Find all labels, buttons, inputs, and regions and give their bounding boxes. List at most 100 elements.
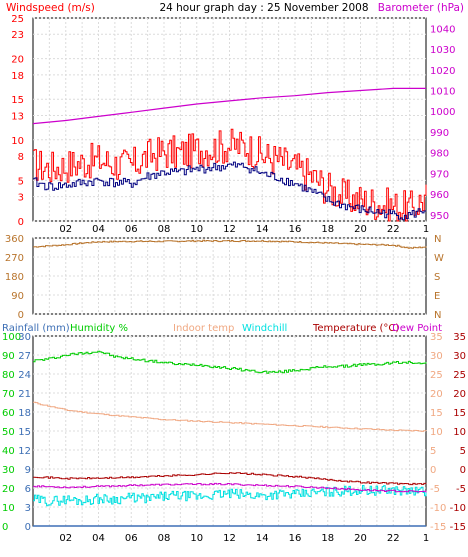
series-windchill xyxy=(33,485,427,507)
series-barometer xyxy=(32,87,426,125)
tick-label-humidity: 30 xyxy=(2,465,15,476)
series-dew-point xyxy=(33,482,427,493)
legend-indoor-temp: Indoor temp xyxy=(173,323,234,334)
tick-label-temperature: 5 xyxy=(460,446,466,457)
series-wind-average xyxy=(33,161,427,221)
tick-label-hour-p1: 14 xyxy=(256,224,269,235)
tick-label-indoor-temp: 10 xyxy=(430,427,443,438)
tick-label-humidity: 0 xyxy=(2,522,8,533)
tick-label-direction-degrees: 360 xyxy=(5,234,24,245)
tick-label-indoor-temp: 25 xyxy=(430,370,443,381)
tick-label-barometer: 1000 xyxy=(430,107,455,118)
tick-label-rainfall: 18 xyxy=(18,408,31,419)
tick-label-direction-degrees: 270 xyxy=(5,253,24,264)
tick-label-barometer: 970 xyxy=(430,169,449,180)
tick-label-direction-compass: N xyxy=(434,310,441,321)
tick-label-humidity: 100 xyxy=(2,332,21,343)
tick-label-direction-degrees: 90 xyxy=(11,291,24,302)
legend-humidity: Humidity % xyxy=(70,323,128,334)
tick-label-indoor-temp: -5 xyxy=(430,484,440,495)
tick-label-hour-p3: 10 xyxy=(190,533,203,544)
tick-label-hour-p3: 08 xyxy=(158,533,171,544)
tick-label-temperature: -5 xyxy=(456,484,466,495)
tick-label-barometer: 980 xyxy=(430,149,449,160)
grid-lines xyxy=(33,17,426,527)
tick-label-windspeed: 0 xyxy=(18,217,24,228)
tick-label-hour-p1: 04 xyxy=(92,224,105,235)
data-series xyxy=(32,87,427,527)
tick-label-hour-p3: 06 xyxy=(125,533,138,544)
legend-rainfall: Rainfall (mm) xyxy=(2,323,70,334)
legend-dew-point: Dew Point xyxy=(392,323,442,334)
tick-label-barometer: 1030 xyxy=(430,45,455,56)
tick-label-barometer: 1020 xyxy=(430,66,455,77)
tick-label-humidity: 40 xyxy=(2,446,15,457)
tick-label-rainfall: 21 xyxy=(18,389,31,400)
tick-label-windspeed: 20 xyxy=(11,55,24,66)
tick-label-hour-p1: 20 xyxy=(354,224,367,235)
tick-label-hour-p1: 12 xyxy=(223,224,236,235)
tick-label-rainfall: 9 xyxy=(25,465,31,476)
chart-title: 24 hour graph day : 25 November 2008 xyxy=(159,2,368,14)
tick-label-direction-degrees: 180 xyxy=(5,272,24,283)
tick-label-rainfall: 3 xyxy=(25,503,31,514)
barometer-axis-title: Barometer (hPa) xyxy=(378,2,464,14)
tick-label-humidity: 20 xyxy=(2,484,15,495)
tick-label-windspeed: 18 xyxy=(11,71,24,82)
tick-label-hour-p1: 02 xyxy=(59,224,72,235)
tick-label-temperature: -10 xyxy=(450,503,466,514)
tick-label-rainfall: 24 xyxy=(18,370,31,381)
tick-label-windspeed: 15 xyxy=(11,95,24,106)
tick-label-rainfall: 27 xyxy=(18,351,31,362)
tick-label-indoor-temp: 5 xyxy=(430,446,436,457)
tick-label-hour-p1: 18 xyxy=(321,224,334,235)
tick-label-hour-p3: 18 xyxy=(321,533,334,544)
tick-label-temperature: 10 xyxy=(453,427,466,438)
tick-label-barometer: 960 xyxy=(430,190,449,201)
tick-label-barometer: 1040 xyxy=(430,24,455,35)
tick-label-temperature: 30 xyxy=(453,351,466,362)
tick-label-humidity: 60 xyxy=(2,408,15,419)
tick-label-hour-p1: 1 xyxy=(423,224,429,235)
tick-label-indoor-temp: 20 xyxy=(430,389,443,400)
tick-label-direction-compass: W xyxy=(434,253,444,264)
tick-label-indoor-temp: 30 xyxy=(430,351,443,362)
tick-label-humidity: 90 xyxy=(2,351,15,362)
tick-label-hour-p3: 1 xyxy=(423,533,429,544)
tick-label-temperature: 0 xyxy=(460,465,466,476)
legend-windchill: Windchill xyxy=(242,323,287,334)
tick-label-hour-p1: 22 xyxy=(387,224,400,235)
series-temperature xyxy=(33,472,427,486)
axis-tick-labels: 0358101315182023259509609709809901000101… xyxy=(2,14,466,544)
tick-label-indoor-temp: 35 xyxy=(430,332,443,343)
tick-label-direction-compass: N xyxy=(434,234,441,245)
tick-label-indoor-temp: 0 xyxy=(430,465,436,476)
tick-label-windspeed: 5 xyxy=(18,176,24,187)
tick-label-temperature: 25 xyxy=(453,370,466,381)
tick-label-humidity: 70 xyxy=(2,389,15,400)
tick-label-temperature: 15 xyxy=(453,408,466,419)
tick-label-direction-degrees: 0 xyxy=(18,310,24,321)
tick-label-hour-p3: 22 xyxy=(387,533,400,544)
tick-label-windspeed: 3 xyxy=(18,193,24,204)
tick-label-windspeed: 10 xyxy=(11,136,24,147)
tick-label-rainfall: 15 xyxy=(18,427,31,438)
tick-label-hour-p3: 16 xyxy=(289,533,302,544)
series-humidity xyxy=(33,350,427,374)
series-wind-direction xyxy=(33,239,427,249)
tick-label-rainfall: 6 xyxy=(25,484,31,495)
tick-label-rainfall: 0 xyxy=(25,522,31,533)
tick-label-hour-p3: 02 xyxy=(59,533,72,544)
windspeed-axis-title: Windspeed (m/s) xyxy=(6,2,95,14)
tick-label-barometer: 950 xyxy=(430,211,449,222)
tick-label-temperature: 35 xyxy=(453,332,466,343)
tick-label-barometer: 990 xyxy=(430,128,449,139)
tick-label-hour-p1: 16 xyxy=(289,224,302,235)
tick-label-hour-p1: 10 xyxy=(190,224,203,235)
tick-label-windspeed: 13 xyxy=(11,111,24,122)
tick-label-rainfall: 12 xyxy=(18,446,31,457)
tick-label-humidity: 50 xyxy=(2,427,15,438)
tick-label-humidity: 80 xyxy=(2,370,15,381)
tick-label-indoor-temp: -15 xyxy=(430,522,446,533)
